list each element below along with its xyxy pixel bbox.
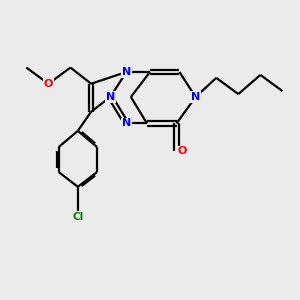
Text: Cl: Cl: [72, 212, 83, 222]
Text: O: O: [177, 146, 187, 157]
Text: N: N: [122, 67, 131, 77]
Text: N: N: [122, 118, 131, 128]
Text: N: N: [191, 92, 200, 102]
Text: N: N: [106, 92, 115, 102]
Text: O: O: [44, 79, 53, 89]
